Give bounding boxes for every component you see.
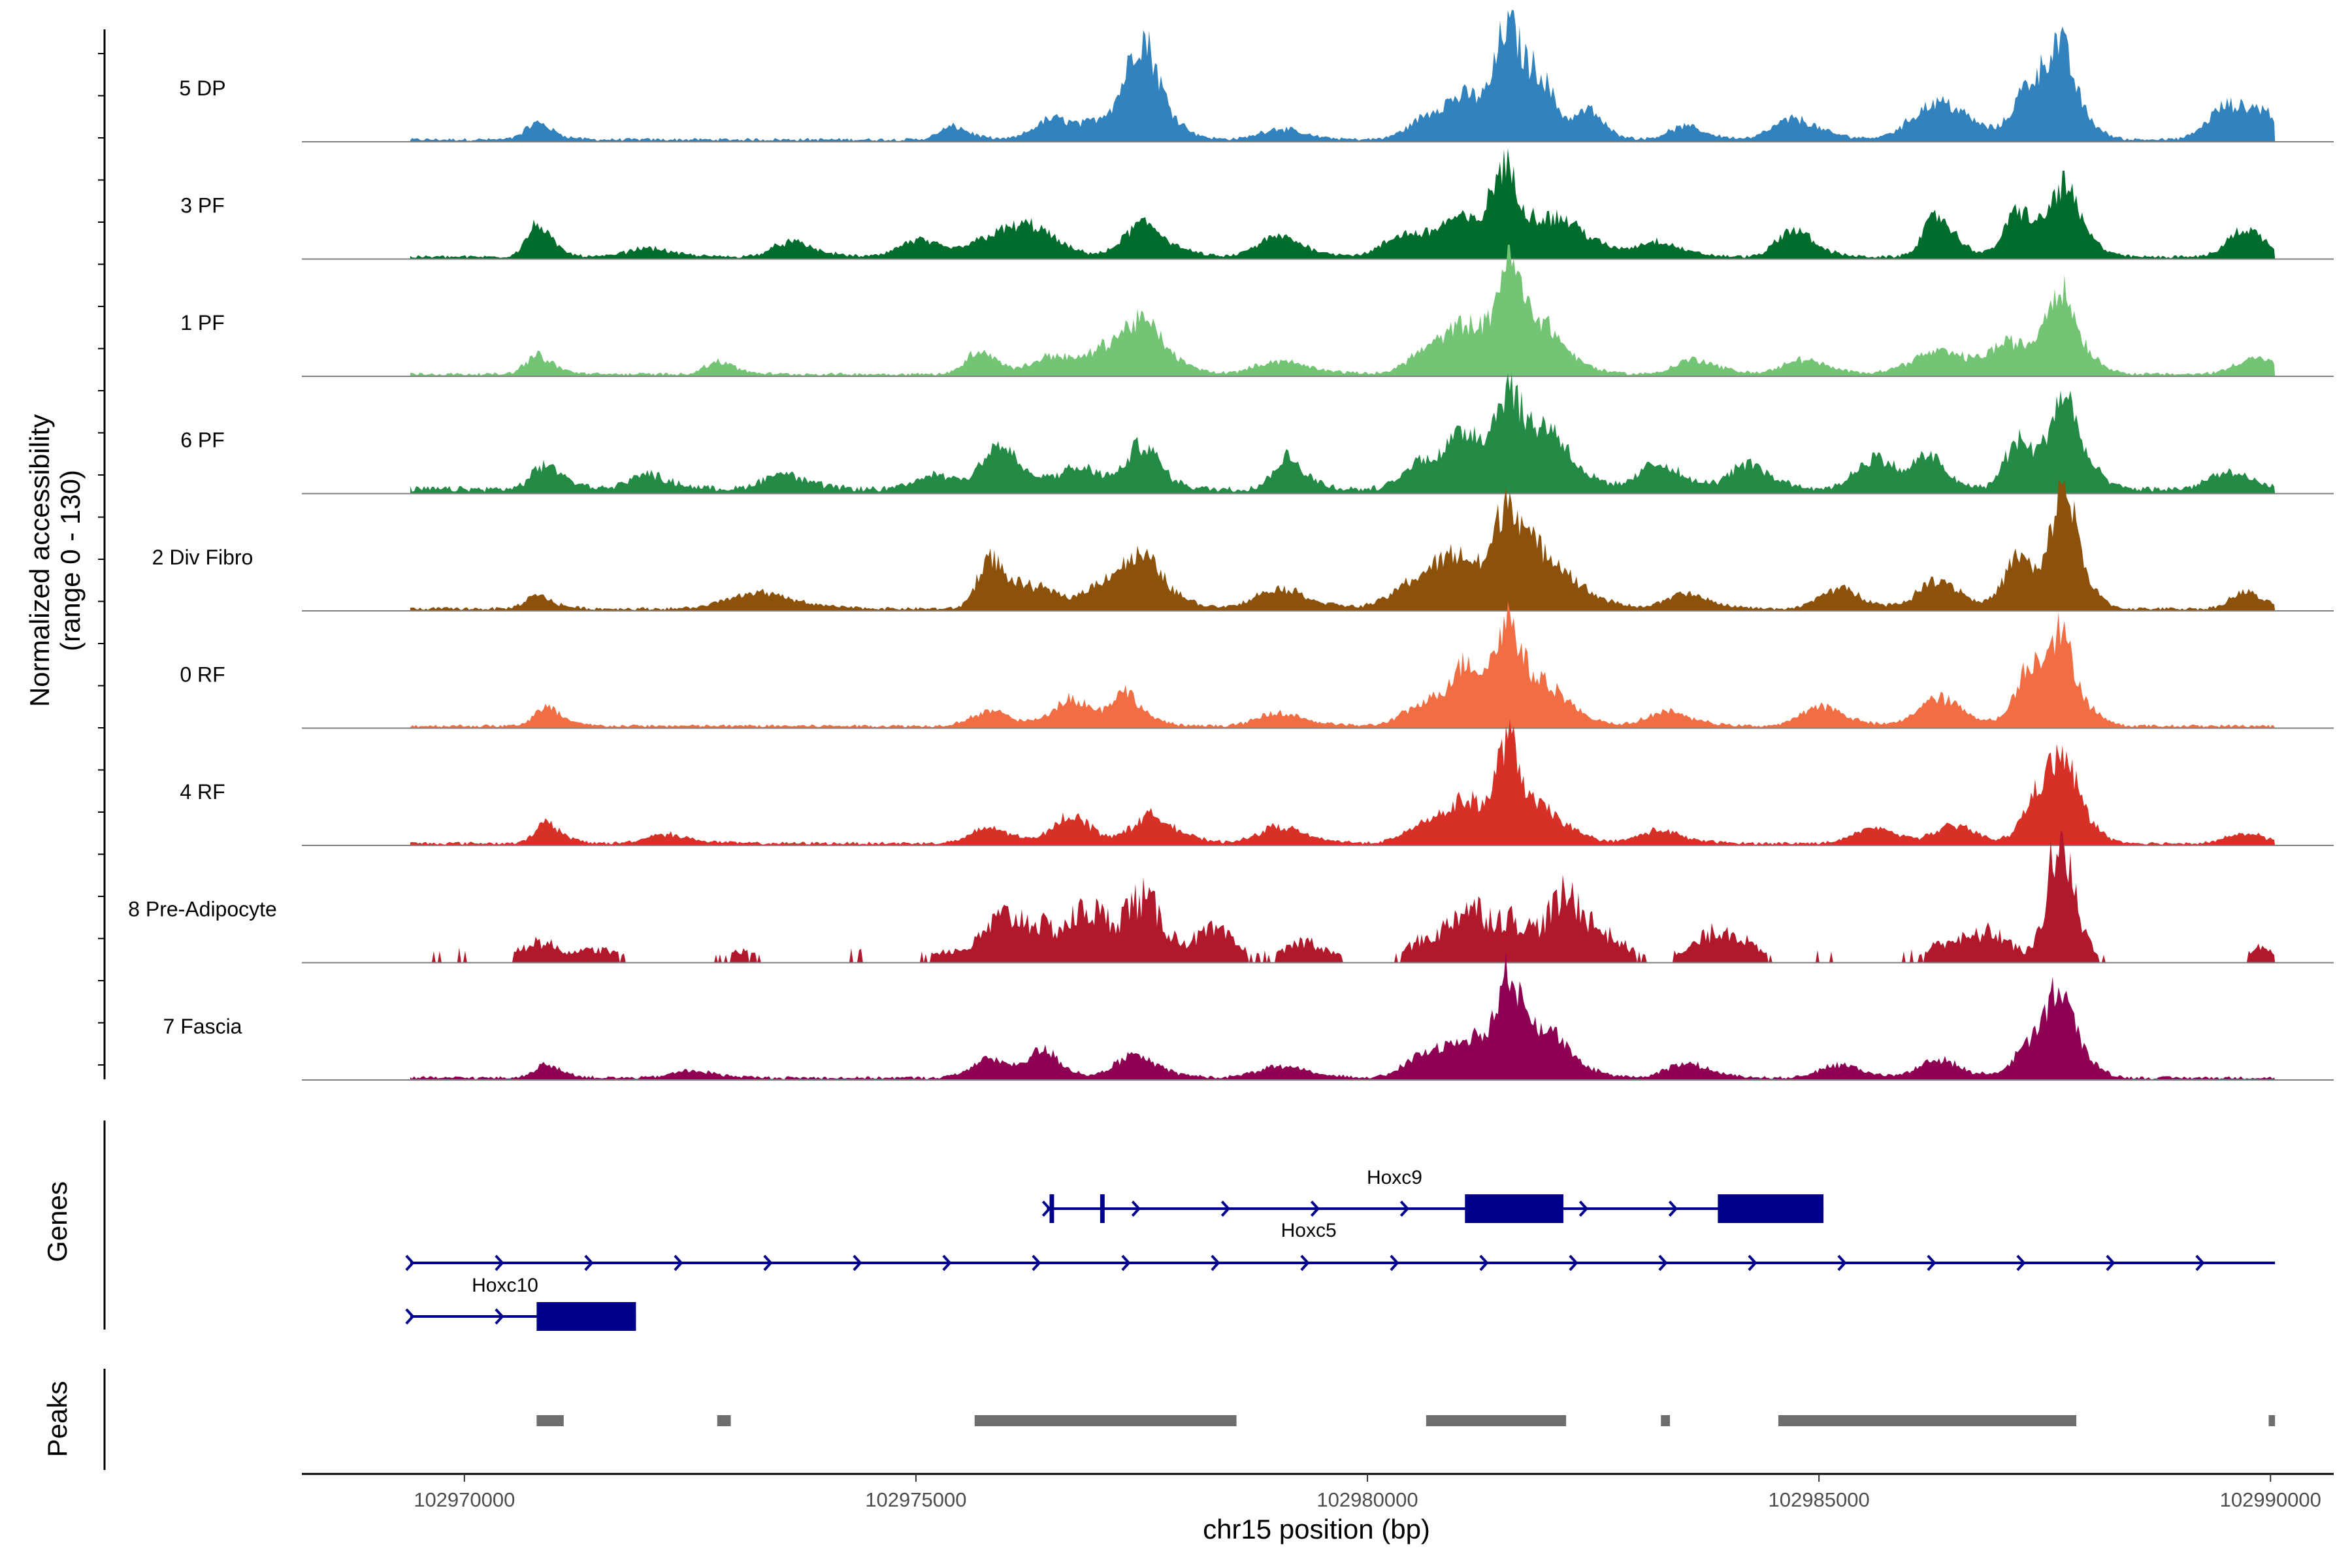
x-tick-label: 102985000 <box>1769 1488 1870 1511</box>
track-label-8-pre-adipocyte: 8 Pre-Adipocyte <box>128 898 277 921</box>
x-tick-label: 102980000 <box>1316 1488 1418 1511</box>
strand-arrow <box>2016 1254 2026 1271</box>
coverage-area-8-pre-adipocyte <box>410 831 2276 963</box>
exon-hoxc9 <box>1718 1194 1824 1223</box>
genes-panel: Hoxc9 Hoxc5 Hoxc10 <box>103 1120 2276 1331</box>
strand-arrow <box>1927 1254 1936 1271</box>
peak-region <box>1778 1415 2077 1426</box>
strand-arrow <box>1300 1254 1310 1271</box>
track-label-1-pf: 1 PF <box>180 311 225 335</box>
exon-hoxc9 <box>1049 1194 1054 1223</box>
strand-arrow <box>1131 1200 1141 1217</box>
strand-arrow <box>1211 1254 1220 1271</box>
track-label-2-div-fibro: 2 Div Fibro <box>152 546 253 569</box>
strand-arrow <box>1569 1254 1578 1271</box>
peaks-panel-title: Peaks <box>42 1381 73 1458</box>
x-axis-title: chr15 position (bp) <box>1203 1514 1430 1544</box>
strand-arrow <box>674 1254 683 1271</box>
strand-arrow <box>1032 1254 1041 1271</box>
strand-arrow <box>1837 1254 1847 1271</box>
strand-arrow <box>1658 1254 1668 1271</box>
coverage-area-7-fascia <box>410 952 2276 1080</box>
exon-hoxc9 <box>1100 1194 1105 1223</box>
x-axis: 102970000 102975000 102980000 102985000 1029… <box>302 1473 2334 1511</box>
coverage-area-4-rf <box>410 718 2276 845</box>
strand-arrow <box>1121 1254 1131 1271</box>
exon-hoxc10 <box>536 1302 636 1331</box>
strand-arrow <box>763 1254 773 1271</box>
peak-region <box>974 1415 1237 1426</box>
strand-arrow <box>1668 1200 1678 1217</box>
x-tick-label: 102970000 <box>414 1488 515 1511</box>
strand-arrow <box>1310 1200 1320 1217</box>
strand-arrow <box>405 1254 415 1271</box>
track-label-3-pf: 3 PF <box>180 194 225 218</box>
coverage-area-2-div-fibro <box>410 479 2276 611</box>
strand-arrow <box>1479 1254 1489 1271</box>
strand-arrow <box>495 1254 504 1271</box>
strand-arrow <box>1748 1254 1757 1271</box>
coverage-area-0-rf <box>410 600 2276 728</box>
track-label-5-dp: 5 DP <box>179 76 225 100</box>
peak-region <box>717 1415 731 1426</box>
coverage-tracks <box>98 10 2334 1081</box>
track-label-7-fascia: 7 Fascia <box>163 1015 242 1038</box>
coverage-area-5-dp <box>410 10 2276 142</box>
y-axis-range: (range 0 - 130) <box>55 470 86 651</box>
strand-arrow <box>1220 1200 1231 1217</box>
gene-label-hoxc10: Hoxc10 <box>472 1275 538 1296</box>
track-label-4-rf: 4 RF <box>180 780 225 804</box>
strand-arrow <box>1578 1200 1589 1217</box>
gene-label-hoxc9: Hoxc9 <box>1367 1167 1422 1188</box>
peak-region <box>2268 1415 2276 1426</box>
track-label-0-rf: 0 RF <box>180 663 225 687</box>
strand-arrow <box>495 1308 504 1325</box>
gene-label-hoxc5: Hoxc5 <box>1281 1220 1337 1241</box>
coverage-area-6-pf <box>410 372 2276 494</box>
strand-arrow <box>2195 1254 2205 1271</box>
exon-hoxc9 <box>1465 1194 1563 1223</box>
peaks-panel <box>103 1369 2276 1470</box>
strand-arrow <box>1041 1200 1052 1217</box>
strand-arrow <box>405 1308 415 1325</box>
coverage-area-1-pf <box>410 244 2276 376</box>
x-tick-label: 102990000 <box>2220 1488 2321 1511</box>
strand-arrow <box>584 1254 594 1271</box>
strand-arrow <box>942 1254 952 1271</box>
y-axis-title: Normalized accessibility <box>24 414 55 707</box>
track-label-6-pf: 6 PF <box>180 429 225 452</box>
track-labels: 5 DP 3 PF 1 PF 6 PF 2 Div Fibro 0 RF 4 RF 8 Pre… <box>128 76 277 1038</box>
genes-panel-title: Genes <box>42 1181 73 1262</box>
peak-region <box>536 1415 564 1426</box>
strand-arrow <box>1399 1200 1410 1217</box>
peak-region <box>1426 1415 1567 1426</box>
strand-arrow <box>2106 1254 2115 1271</box>
coverage-area-3-pf <box>410 148 2276 259</box>
strand-arrow <box>853 1254 862 1271</box>
strand-arrow <box>1390 1254 1399 1271</box>
peak-region <box>1661 1415 1671 1426</box>
x-tick-label: 102975000 <box>865 1488 966 1511</box>
